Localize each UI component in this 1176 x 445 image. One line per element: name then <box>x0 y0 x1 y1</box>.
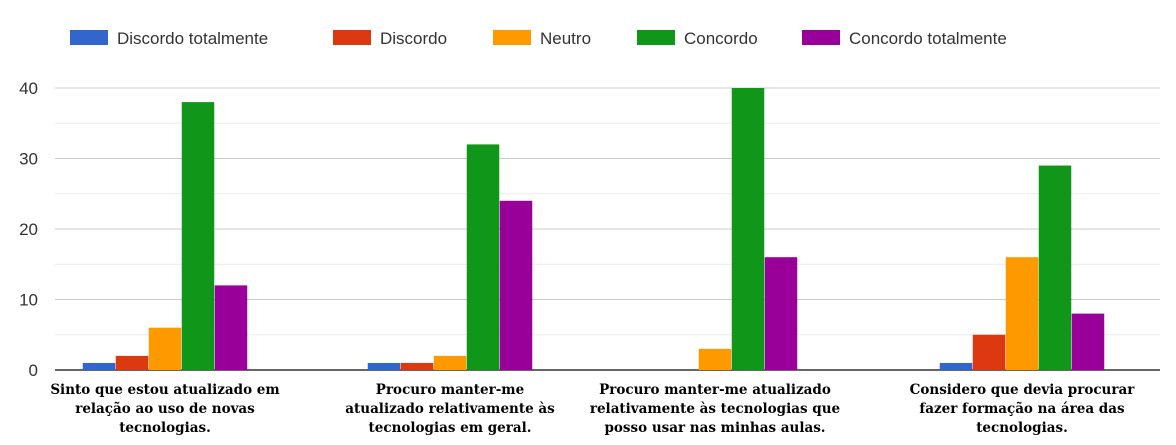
legend-label: Concordo totalmente <box>849 29 1007 48</box>
bars <box>82 88 1105 370</box>
bar <box>466 144 500 370</box>
bar <box>698 348 732 370</box>
legend-swatch <box>70 30 108 45</box>
legend-swatch <box>802 30 840 45</box>
legend-swatch <box>333 30 371 45</box>
bar <box>1071 313 1105 370</box>
bar <box>939 362 973 370</box>
legend: Discordo totalmente Discordo Neutro Concord… <box>70 29 1007 48</box>
category-label-line: posso usar nas minhas aulas. <box>604 420 825 436</box>
category-label-line: fazer formação na área das <box>919 401 1125 417</box>
legend-label: Neutro <box>540 29 591 48</box>
category-label-line: relativamente às tecnologias que <box>590 401 840 417</box>
category-label-line: Considero que devia procurar <box>910 382 1136 398</box>
y-tick-label: 30 <box>19 150 38 169</box>
bar <box>115 355 149 370</box>
category-label: Considero que devia procurar fazer formaç… <box>910 382 1136 436</box>
legend-label: Concordo <box>684 29 758 48</box>
y-tick-label: 20 <box>19 220 38 239</box>
category-label: Sinto que estou atualizado em relação ao … <box>50 382 279 436</box>
bar <box>499 200 533 370</box>
bar <box>214 285 248 370</box>
y-tick-label: 10 <box>19 291 38 310</box>
bar <box>181 102 215 370</box>
category-label-line: tecnologias em geral. <box>369 420 532 436</box>
category-label-line: Procuro manter-me atualizado <box>599 382 831 398</box>
category-label-line: atualizado relativamente às <box>345 401 555 417</box>
y-tick-label: 40 <box>19 79 38 98</box>
bar <box>764 257 798 370</box>
bar <box>1005 257 1039 370</box>
category-label: Procuro manter-me atualizado relativament… <box>590 382 840 436</box>
category-label-line: Procuro manter-me <box>376 382 524 398</box>
y-axis: 0 10 20 30 40 <box>19 79 38 380</box>
category-label-line: Sinto que estou atualizado em <box>50 382 279 398</box>
bar <box>731 88 765 370</box>
category-label-line: relação ao uso de novas <box>75 401 255 417</box>
legend-swatch <box>493 30 531 45</box>
bar <box>1038 165 1072 370</box>
bar <box>82 362 116 370</box>
bar <box>433 355 467 370</box>
legend-label: Discordo totalmente <box>117 29 268 48</box>
category-labels: Sinto que estou atualizado em relação ao … <box>50 382 1135 436</box>
bar <box>367 362 401 370</box>
category-label: Procuro manter-me atualizado relativament… <box>345 382 555 436</box>
category-label-line: tecnologias. <box>976 420 1068 436</box>
bar <box>400 362 434 370</box>
legend-swatch <box>637 30 675 45</box>
category-label-line: tecnologias. <box>119 420 211 436</box>
y-tick-label: 0 <box>29 361 38 380</box>
legend-label: Discordo <box>380 29 447 48</box>
bar <box>148 327 182 370</box>
bar <box>972 334 1006 370</box>
